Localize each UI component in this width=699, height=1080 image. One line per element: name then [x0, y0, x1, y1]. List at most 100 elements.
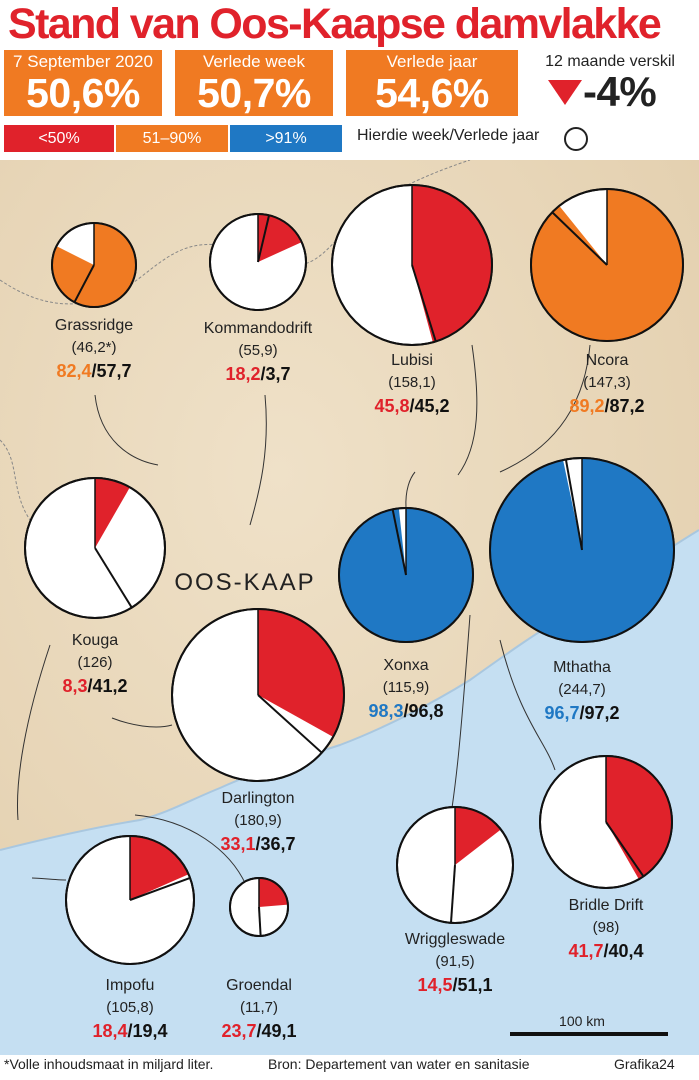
last-year-value-kommandodrift: /3,7 — [261, 364, 291, 384]
last-year-marker-wriggleswade — [449, 864, 456, 923]
slice-bridle-drift — [606, 755, 673, 880]
last-year-marker-impofu — [129, 877, 191, 901]
dam-name-groendal: Groendal — [226, 977, 292, 994]
dam-name-kouga: Kouga — [72, 632, 118, 649]
dam-map: Grassridge (46,2*) 82,4/57,7 Kommandodrift (… — [0, 160, 699, 1055]
last-year-value-grassridge: /57,7 — [92, 361, 132, 381]
slice-impofu — [130, 836, 189, 900]
leader-lubisi — [457, 344, 478, 476]
dam-name-mthatha: Mthatha — [553, 659, 611, 676]
stat-box-last-week: Verlede week 50,7% — [175, 50, 333, 116]
last-year-marker-mthatha — [564, 459, 583, 551]
pie-outline-impofu — [65, 835, 195, 965]
this-week-value-wriggleswade: 14,5 — [417, 975, 452, 995]
pie-outline-darlington — [171, 608, 345, 782]
dam-capacity-bridle-drift: (98) — [593, 919, 620, 936]
legend-comparison-label: Hierdie week/Verlede jaar — [357, 127, 540, 144]
change-value: -4% — [583, 68, 657, 115]
dam-values-wriggleswade: 14,5/51,1 — [417, 975, 492, 995]
this-week-value-grassridge: 82,4 — [56, 361, 91, 381]
last-year-marker-bridle-drift — [605, 821, 645, 877]
change-label: 12 maande verskil — [545, 53, 675, 70]
this-week-value-kouga: 8,3 — [62, 676, 87, 696]
last-year-value-groendal: /49,1 — [257, 1021, 297, 1041]
leader-darlington — [111, 717, 173, 728]
stat-label-last-week: Verlede week — [202, 52, 306, 71]
slice-wriggleswade — [455, 807, 501, 865]
legend-circle-icon — [564, 127, 588, 151]
pie-outline-wriggleswade — [396, 806, 514, 924]
last-year-marker-ncora — [551, 211, 608, 266]
footer-source: Bron: Departement van water en sanitasie — [268, 1056, 530, 1072]
this-week-value-mthatha: 96,7 — [544, 703, 579, 723]
pie-grassridge — [51, 222, 137, 308]
stat-label-current: 7 September 2020 — [13, 52, 153, 71]
last-year-value-kouga: /41,2 — [87, 676, 127, 696]
dam-values-ncora: 89,2/87,2 — [569, 396, 644, 416]
leader-grassridge — [94, 394, 159, 466]
dam-capacity-mthatha: (244,7) — [558, 681, 606, 698]
stat-box-current: 7 September 2020 50,6% — [4, 50, 162, 116]
slice-kouga — [95, 478, 130, 548]
dam-labels: Grassridge (46,2*) 82,4/57,7 Kommandodrift (… — [55, 317, 645, 1041]
this-week-value-impofu: 18,4 — [92, 1021, 127, 1041]
last-year-value-mthatha: /97,2 — [580, 703, 620, 723]
pie-xonxa — [338, 507, 474, 643]
dam-values-kommandodrift: 18,2/3,7 — [225, 364, 290, 384]
dam-values-kouga: 8,3/41,2 — [62, 676, 127, 696]
stat-label-last-year: Verlede jaar — [386, 52, 478, 71]
dam-name-lubisi: Lubisi — [391, 352, 433, 369]
last-year-value-xonxa: /96,8 — [404, 701, 444, 721]
stat-value-current: 50,6% — [26, 70, 140, 116]
last-year-marker-grassridge — [73, 264, 95, 303]
pie-outline-grassridge — [51, 222, 137, 308]
stat-value-last-year: 54,6% — [375, 70, 489, 116]
dam-capacity-wriggleswade: (91,5) — [435, 953, 474, 970]
slice-lubisi — [412, 185, 493, 343]
dam-capacity-grassridge: (46,2*) — [71, 339, 116, 356]
slice-groendal — [259, 878, 288, 907]
dam-capacity-ncora: (147,3) — [583, 374, 631, 391]
pie-mthatha — [489, 457, 675, 643]
pie-impofu — [65, 835, 195, 965]
pie-outline-kouga — [24, 477, 166, 619]
this-week-value-xonxa: 98,3 — [368, 701, 403, 721]
this-week-value-bridle-drift: 41,7 — [568, 941, 603, 961]
scale-label: 100 km — [559, 1013, 605, 1029]
dam-values-darlington: 33,1/36,7 — [220, 834, 295, 854]
this-week-value-lubisi: 45,8 — [374, 396, 409, 416]
dam-capacity-kouga: (126) — [77, 654, 112, 671]
dam-capacity-xonxa: (115,9) — [383, 679, 429, 696]
last-year-marker-darlington — [257, 694, 323, 754]
dam-name-ncora: Ncora — [586, 352, 629, 369]
dam-capacity-impofu: (105,8) — [106, 999, 154, 1016]
pie-outline-mthatha — [489, 457, 675, 643]
pie-bridle-drift — [539, 755, 673, 889]
last-year-value-impofu: /19,4 — [128, 1021, 168, 1041]
dam-name-darlington: Darlington — [222, 790, 295, 807]
last-year-marker-kouga — [94, 547, 133, 609]
legend-red: <50% — [4, 125, 114, 152]
dam-values-xonxa: 98,3/96,8 — [368, 701, 443, 721]
dam-name-xonxa: Xonxa — [383, 657, 428, 674]
dam-name-kommandodrift: Kommandodrift — [204, 320, 313, 337]
page-title: Stand van Oos-Kaapse damvlakke — [8, 0, 662, 48]
pie-charts — [24, 184, 684, 965]
footer-credit: Grafika24 — [614, 1056, 675, 1072]
region-label: OOS-KAAP — [174, 569, 315, 596]
this-week-value-darlington: 33,1 — [220, 834, 255, 854]
dam-capacity-darlington: (180,9) — [234, 812, 282, 829]
western-border — [0, 439, 31, 521]
pie-outline-lubisi — [331, 184, 493, 346]
pie-groendal — [229, 877, 289, 937]
last-year-value-bridle-drift: /40,4 — [604, 941, 644, 961]
dam-values-bridle-drift: 41,7/40,4 — [568, 941, 643, 961]
leader-wriggleswade — [451, 614, 471, 809]
last-year-value-wriggleswade: /51,1 — [453, 975, 493, 995]
dam-capacity-kommandodrift: (55,9) — [238, 342, 277, 359]
footer-note: *Volle inhoudsmaat in miljard liter. — [4, 1056, 214, 1072]
dam-name-wriggleswade: Wriggleswade — [405, 931, 505, 948]
stat-box-last-year: Verlede jaar 54,6% — [346, 50, 518, 116]
slice-darlington — [258, 609, 344, 737]
pie-outline-kommandodrift — [209, 213, 307, 311]
